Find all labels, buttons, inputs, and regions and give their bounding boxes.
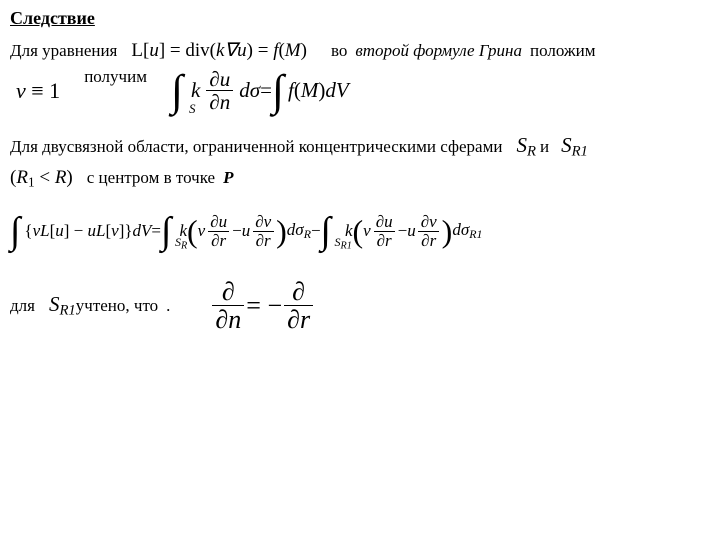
eq3-dvdr1: ∂v ∂r <box>252 213 274 250</box>
line1-a: Для уравнения <box>10 41 117 61</box>
SR: SR <box>516 133 535 161</box>
line1-c: второй формуле Грина <box>355 41 522 61</box>
SR1: SR1 <box>561 133 588 161</box>
line2-row: v ≡ 1 получим ∫S k ∂u ∂n dσ = ∫ f(M)dV <box>10 68 710 113</box>
eq3-dvdr2: ∂v ∂r <box>418 213 440 250</box>
line3-a: Для двусвязной области, ограниченной кон… <box>10 137 502 157</box>
eq2: ∫S k ∂u ∂n dσ = ∫ f(M)dV <box>171 68 349 113</box>
line4-row: (R1 < R) с центром в точке P <box>10 167 710 190</box>
eq4-lhs: ∂ ∂n <box>212 278 244 334</box>
eq2-k: k <box>191 78 200 103</box>
eq3-dudr1: ∂u ∂r <box>207 213 230 250</box>
eq3-lhs: {vL[u] − uL[v]}dV <box>24 221 151 241</box>
line5-row: для SR1 учтено, что . ∂ ∂n = − ∂ ∂r <box>10 278 710 334</box>
SR1-b: SR1 <box>49 292 76 320</box>
eq4-rhs: ∂ ∂r <box>284 278 313 334</box>
int-lhs-icon: ∫ <box>10 212 20 250</box>
line5-dot: . <box>166 296 170 316</box>
int-plain-icon: ∫ <box>272 69 284 113</box>
line1-d: положим <box>530 41 596 61</box>
eq2-dsigma: dσ <box>239 78 260 103</box>
line1-b: во <box>331 41 347 61</box>
eq4: ∂ ∂n = − ∂ ∂r <box>210 278 315 334</box>
line2-a: получим <box>84 67 147 87</box>
int-SR1-icon: ∫SR1 <box>321 212 331 250</box>
eq2-body: f(M)dV <box>288 78 349 103</box>
line3-and: и <box>540 137 549 157</box>
veq: v ≡ 1 <box>16 78 60 104</box>
eq3: ∫ {vL[u] − uL[v]}dV = ∫SR k ( v ∂u ∂r − … <box>10 212 710 250</box>
eq4-eq: = − <box>246 291 282 321</box>
point-P: P <box>223 168 233 188</box>
section-heading: Следствие <box>10 8 710 29</box>
eq2-frac: ∂u ∂n <box>206 68 233 113</box>
eq2-eq: = <box>260 78 272 103</box>
line4-a: с центром в точке <box>87 168 215 188</box>
eq3-eq: = <box>151 221 161 241</box>
line1: Для уравнения L[u] = div(k∇u) = f(M) во … <box>10 39 710 62</box>
eq3-dsigmaR1: dσR1 <box>452 220 482 242</box>
line5-a: для <box>10 296 35 316</box>
eq3-dudr2: ∂u ∂r <box>373 213 396 250</box>
line5-b: учтено, что <box>76 296 158 316</box>
eq1: L[u] = div(k∇u) = f(M) <box>131 39 307 62</box>
eq3-dsigmaR: dσR <box>287 220 311 242</box>
int-S-icon: ∫S <box>171 69 183 113</box>
int-SR-icon: ∫SR <box>161 212 171 250</box>
line3-row: Для двусвязной области, ограниченной кон… <box>10 133 710 161</box>
R1ltR: (R1 < R) <box>10 167 73 190</box>
